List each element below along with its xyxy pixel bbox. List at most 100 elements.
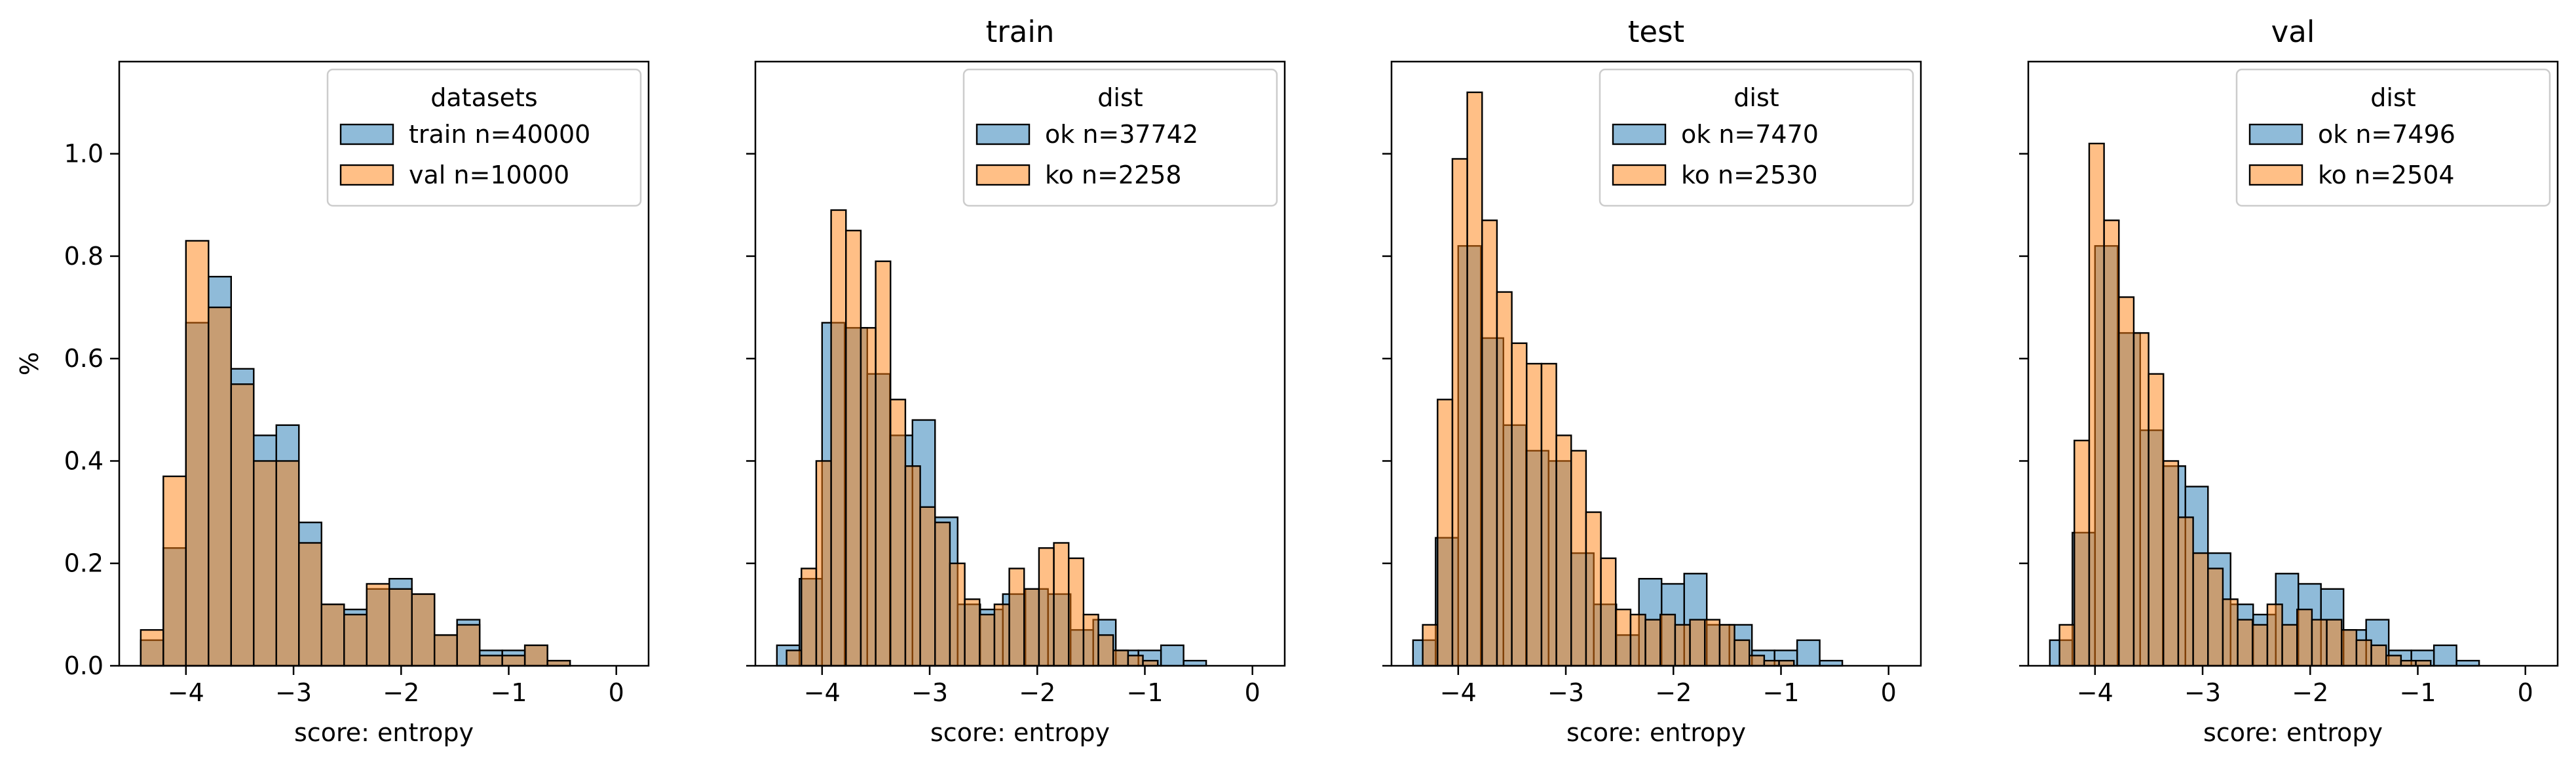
bar-ko-4: [845, 229, 862, 667]
panel-title: test: [1628, 14, 1684, 49]
bar-ko-15: [1644, 619, 1661, 667]
x-tick-label: −3: [1547, 678, 1584, 707]
bar-ko-8: [1540, 362, 1557, 667]
legend-box: [2235, 68, 2551, 207]
bar-ko-0: [1422, 624, 1439, 667]
bar-ko-15: [1008, 567, 1025, 667]
y-axis-label: %: [15, 352, 44, 375]
y-tick-label: 1.0: [64, 140, 104, 168]
legend-swatch-1: [339, 164, 394, 186]
legend-title: dist: [2370, 83, 2415, 112]
bar-ko-5: [2132, 332, 2150, 667]
legend-entry-1: ko n=2504: [2318, 161, 2455, 189]
bar-ko-8: [904, 465, 921, 667]
x-axis-label: score: entropy: [1566, 718, 1746, 747]
bar-ko-0: [2058, 624, 2075, 667]
bar-ko-3: [2103, 220, 2120, 667]
bar-ko-4: [2118, 296, 2135, 667]
bar-val-0: [140, 629, 164, 667]
legend: dist ok n=37742 ko n=2258: [962, 68, 1278, 207]
bar-val-7: [298, 542, 322, 667]
bar-ko-2: [1451, 158, 1468, 667]
bar-ko-18: [1689, 619, 1706, 667]
bar-ko-15: [2281, 624, 2298, 667]
legend-title: datasets: [430, 83, 537, 112]
x-tick-label: −1: [490, 678, 527, 707]
bar-ko-16: [1023, 588, 1040, 667]
bar-ko-6: [875, 260, 892, 667]
axes-frame: [1390, 60, 1922, 667]
x-tick-label: 0: [1245, 678, 1260, 707]
bar-ko-19: [1704, 619, 1721, 667]
bar-ko-10: [1570, 450, 1587, 667]
x-tick-label: −1: [1126, 678, 1163, 707]
bar-ko-22: [2385, 655, 2402, 667]
bar-val-15: [478, 655, 503, 667]
axes-frame: [754, 60, 1286, 667]
axes-frame: [118, 60, 650, 667]
bar-ko-9: [2192, 552, 2209, 667]
y-tick-label: 0.2: [64, 549, 104, 578]
x-tick-label: −3: [911, 678, 948, 707]
bar-ko-1: [2074, 440, 2091, 667]
panel-title: val: [2271, 14, 2315, 49]
bar-val-14: [456, 624, 481, 667]
x-tick-label: −3: [275, 678, 312, 707]
x-axis-label: score: entropy: [294, 718, 474, 747]
bar-val-1: [162, 475, 187, 667]
x-tick-label: −1: [1762, 678, 1799, 707]
bar-ko-20: [1082, 613, 1099, 667]
bar-val-6: [275, 460, 300, 667]
bar-ko-4: [1481, 220, 1498, 667]
bar-ok-17: [1160, 644, 1184, 667]
legend: dist ok n=7470 ko n=2530: [1599, 68, 1914, 207]
x-tick-label: −4: [1440, 678, 1477, 707]
x-tick-label: −2: [1019, 678, 1055, 707]
x-tick-label: 0: [609, 678, 624, 707]
legend-entry-1: ko n=2530: [1681, 161, 1818, 189]
bar-ko-16: [1659, 613, 1676, 667]
bar-ko-8: [2177, 516, 2194, 667]
bar-ko-1: [1437, 398, 1454, 667]
bar-ko-12: [964, 598, 981, 667]
bar-ko-3: [830, 209, 847, 667]
bar-val-16: [501, 655, 526, 667]
x-axis-label: score: entropy: [2203, 718, 2383, 747]
x-tick-label: −4: [804, 678, 841, 707]
bar-ko-2: [2088, 142, 2105, 667]
legend-swatch-0: [1612, 123, 1667, 145]
bar-ko-14: [2266, 604, 2283, 667]
legend-entry-1: ko n=2258: [1045, 161, 1182, 189]
legend-box: [326, 68, 642, 207]
legend-entry-0: train n=40000: [409, 120, 590, 149]
legend-entry-0: ok n=37742: [1045, 120, 1198, 149]
x-axis-label: score: entropy: [930, 718, 1110, 747]
legend-swatch-0: [975, 123, 1031, 145]
bar-ko-5: [1496, 291, 1513, 667]
bar-ok-17: [1796, 639, 1821, 667]
bar-ko-17: [2311, 619, 2328, 667]
bar-val-3: [208, 306, 232, 667]
bar-ko-23: [1127, 655, 1144, 667]
legend-entry-0: ok n=7470: [1681, 120, 1819, 149]
bar-ko-21: [1097, 634, 1114, 667]
x-tick-label: −2: [2292, 678, 2328, 707]
y-tick-label: 0.6: [64, 344, 104, 373]
bar-ko-11: [2222, 598, 2239, 667]
bar-ko-14: [993, 604, 1010, 667]
y-tick-label: 0.8: [64, 242, 104, 271]
bar-ko-3: [1466, 91, 1483, 667]
x-tick-label: 0: [1881, 678, 1897, 707]
bar-val-8: [320, 604, 345, 667]
bar-val-9: [343, 613, 368, 667]
legend-title: dist: [1733, 83, 1779, 112]
bar-ko-18: [2326, 619, 2343, 667]
bar-ko-17: [1674, 624, 1691, 667]
legend-entry-0: ok n=7496: [2318, 120, 2455, 149]
bar-ko-22: [1749, 655, 1766, 667]
bar-val-2: [185, 240, 210, 667]
y-tick-label: 0.0: [64, 651, 104, 680]
bar-ko-7: [890, 398, 907, 667]
bar-val-17: [523, 644, 548, 667]
